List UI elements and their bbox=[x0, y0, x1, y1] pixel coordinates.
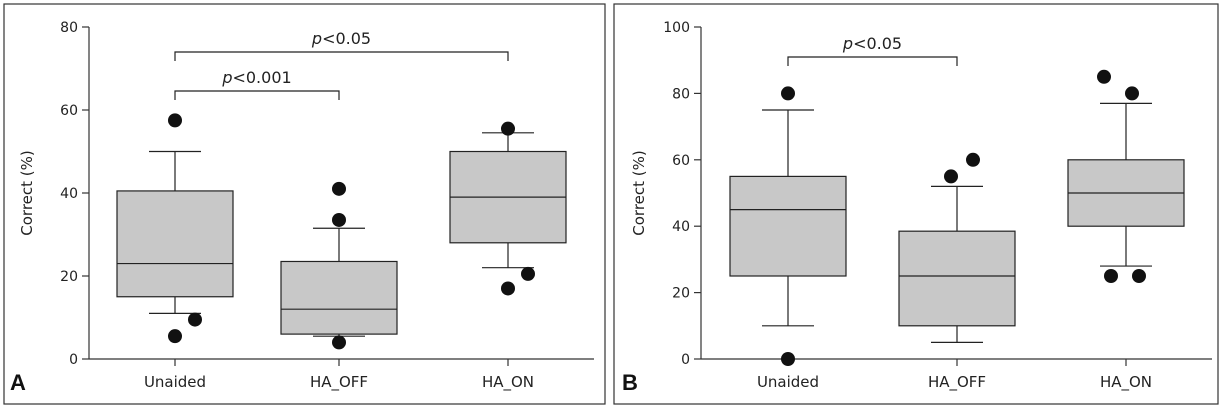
outlier-point bbox=[501, 121, 515, 136]
outlier-point bbox=[332, 335, 346, 350]
x-category-label: HA_OFF bbox=[928, 373, 986, 392]
y-tick-label: 20 bbox=[672, 286, 690, 302]
y-tick-label: 0 bbox=[69, 352, 78, 368]
box-group-ha-on bbox=[1067, 102, 1185, 267]
outlier-point bbox=[944, 169, 958, 184]
y-tick-label: 40 bbox=[60, 186, 78, 202]
p-threshold: <0.001 bbox=[232, 68, 291, 87]
outlier-point bbox=[781, 352, 795, 366]
significance-bracket bbox=[174, 51, 509, 61]
panel-letter: A bbox=[10, 370, 26, 395]
y-tick-label: 100 bbox=[663, 20, 690, 36]
p-symbol: p bbox=[311, 29, 322, 48]
outlier-point bbox=[332, 181, 346, 196]
x-category-label: Unaided bbox=[757, 373, 819, 391]
outlier-point bbox=[332, 212, 346, 227]
p-threshold: <0.05 bbox=[322, 29, 371, 48]
significance-bracket bbox=[174, 90, 340, 100]
outlier-point bbox=[1132, 269, 1146, 283]
p-threshold: <0.05 bbox=[853, 34, 902, 53]
panel-letter: B bbox=[622, 370, 638, 395]
box-iqr bbox=[116, 190, 234, 298]
box-group-unaided bbox=[729, 109, 847, 327]
outlier-point bbox=[168, 113, 182, 128]
p-value-label: p<0.05 bbox=[842, 34, 902, 53]
y-tick-label: 60 bbox=[672, 153, 690, 169]
significance-bracket bbox=[787, 56, 958, 66]
outlier-point bbox=[1125, 86, 1139, 101]
x-category-label: Unaided bbox=[144, 373, 206, 391]
y-tick-label: 0 bbox=[681, 352, 690, 368]
y-tick-label: 80 bbox=[60, 20, 78, 36]
box-group-ha-off bbox=[280, 227, 398, 337]
p-symbol: p bbox=[221, 68, 232, 87]
y-tick-label: 20 bbox=[60, 269, 78, 285]
y-axis-label: Correct (%) bbox=[18, 150, 36, 235]
p-value-label: p<0.05 bbox=[311, 29, 371, 48]
box-iqr bbox=[898, 230, 1016, 327]
p-symbol: p bbox=[842, 34, 853, 53]
y-tick-label: 60 bbox=[60, 103, 78, 119]
x-category-label: HA_ON bbox=[482, 373, 534, 392]
outlier-point bbox=[1104, 269, 1118, 283]
outlier-point bbox=[781, 86, 795, 101]
box-iqr bbox=[729, 175, 847, 277]
y-axis-label: Correct (%) bbox=[630, 150, 648, 235]
y-tick-label: 80 bbox=[672, 86, 690, 102]
outlier-point bbox=[966, 152, 980, 167]
x-category-label: HA_ON bbox=[1100, 373, 1152, 392]
box-iqr bbox=[280, 260, 398, 335]
box-group-unaided bbox=[116, 150, 234, 314]
y-tick-label: 40 bbox=[672, 219, 690, 235]
outlier-point bbox=[521, 266, 535, 281]
outlier-point bbox=[501, 281, 515, 296]
p-value-label: p<0.001 bbox=[221, 68, 291, 87]
outlier-point bbox=[188, 312, 202, 327]
panel-b: 0 20 40 60 80 100 Correct (%) Unaided HA_OFF HA_O… bbox=[613, 3, 1219, 405]
x-category-label: HA_OFF bbox=[310, 373, 368, 392]
outlier-point bbox=[168, 329, 182, 344]
box-group-ha-on bbox=[449, 132, 567, 269]
outlier-point bbox=[1097, 69, 1111, 84]
box-group-ha-off bbox=[898, 185, 1016, 343]
panel-frame bbox=[3, 3, 606, 405]
panel-frame bbox=[613, 3, 1219, 405]
